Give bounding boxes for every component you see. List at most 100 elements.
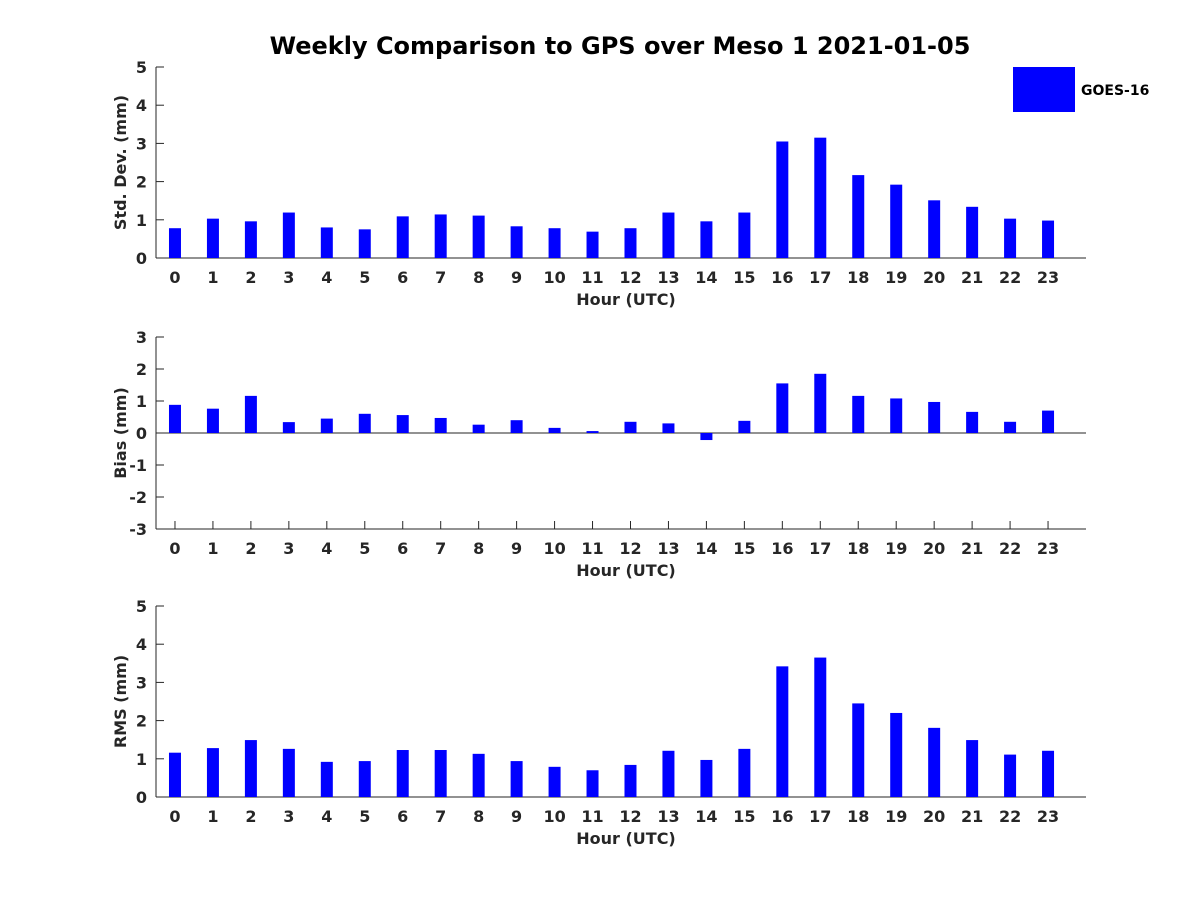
bar-rms-hour-9 [510,761,523,797]
bar-rms-hour-16 [776,666,789,797]
x-tick-label: 12 [619,807,641,826]
x-tick-label: 4 [321,807,332,826]
bar-std-hour-23 [1042,220,1055,258]
bar-std-hour-0 [168,228,181,258]
x-tick-label: 0 [169,807,180,826]
bar-std-hour-16 [776,141,789,258]
bar-bias-hour-6 [396,415,409,433]
x-tick-label: 12 [619,268,641,287]
bar-rms-hour-21 [966,740,979,797]
bar-std-hour-3 [282,212,295,258]
y-tick-label: 3 [136,673,147,692]
x-tick-label: 13 [657,268,679,287]
x-tick-label: 7 [435,268,446,287]
y-tick-label: 4 [136,635,147,654]
chart-legend: GOES-16 [1013,67,1149,112]
bar-bias-hour-20 [928,401,941,433]
x-tick-label: 23 [1037,807,1059,826]
bar-rms-hour-0 [168,752,181,797]
y-tick-label: -2 [129,488,147,507]
x-axis-label: Hour (UTC) [576,561,676,580]
y-tick-label: 3 [136,328,147,347]
bar-bias-hour-12 [624,421,637,433]
x-axis-label: Hour (UTC) [576,290,676,309]
x-tick-label: 6 [397,539,408,558]
bar-bias-hour-18 [852,395,865,433]
bar-bias-hour-11 [586,431,599,433]
legend-swatch-goes-16 [1013,67,1075,112]
x-tick-label: 1 [207,268,218,287]
x-tick-label: 22 [999,268,1021,287]
bar-std-hour-14 [700,221,713,258]
x-tick-label: 19 [885,807,907,826]
y-axis-label: RMS (mm) [111,655,130,748]
bar-std-hour-6 [396,216,409,258]
bar-rms-hour-4 [320,761,333,797]
bar-std-hour-7 [434,214,447,258]
bar-bias-hour-0 [168,404,181,433]
chart-title: Weekly Comparison to GPS over Meso 1 202… [270,32,971,60]
bar-rms-hour-11 [586,770,599,797]
y-tick-label: -1 [129,456,147,475]
x-tick-label: 0 [169,268,180,287]
x-tick-label: 15 [733,539,755,558]
x-tick-label: 19 [885,539,907,558]
x-tick-label: 3 [283,268,294,287]
x-tick-label: 4 [321,539,332,558]
x-tick-label: 17 [809,268,831,287]
bar-rms-hour-5 [358,761,371,797]
y-tick-label: 1 [136,392,147,411]
bar-bias-hour-16 [776,383,789,433]
bar-bias-hour-3 [282,422,295,433]
x-tick-label: 9 [511,539,522,558]
x-tick-label: 1 [207,539,218,558]
bar-std-hour-11 [586,231,599,258]
x-tick-label: 23 [1037,539,1059,558]
x-tick-label: 9 [511,268,522,287]
y-axis-label: Bias (mm) [111,387,130,479]
x-tick-label: 15 [733,807,755,826]
x-tick-label: 16 [771,539,793,558]
bar-rms-hour-15 [738,748,751,797]
x-tick-label: 23 [1037,268,1059,287]
y-tick-label: 2 [136,173,147,192]
x-tick-label: 6 [397,268,408,287]
bar-std-hour-9 [510,226,523,258]
bar-bias-hour-1 [206,408,219,433]
x-tick-label: 20 [923,268,945,287]
bar-bias-hour-10 [548,427,561,433]
y-tick-label: 0 [136,249,147,268]
bar-std-hour-12 [624,228,637,258]
x-tick-label: 15 [733,268,755,287]
bar-bias-hour-22 [1004,421,1017,433]
bar-bias-hour-5 [358,413,371,433]
x-tick-label: 20 [923,807,945,826]
x-tick-label: 11 [581,268,603,287]
bar-rms-hour-17 [814,657,827,797]
bar-rms-hour-3 [282,748,295,797]
bar-rms-hour-2 [244,740,257,797]
x-tick-label: 6 [397,807,408,826]
x-tick-label: 16 [771,268,793,287]
y-tick-label: 3 [136,134,147,153]
x-tick-label: 19 [885,268,907,287]
x-tick-label: 0 [169,539,180,558]
bar-std-hour-13 [662,212,675,258]
x-tick-label: 22 [999,807,1021,826]
bar-rms-hour-19 [890,712,903,797]
x-tick-label: 9 [511,807,522,826]
bar-std-hour-15 [738,212,751,258]
bar-bias-hour-15 [738,420,751,433]
bar-bias-hour-21 [966,411,979,433]
bar-std-hour-5 [358,229,371,258]
bar-rms-hour-23 [1042,750,1055,797]
y-tick-label: 1 [136,750,147,769]
y-tick-label: 2 [136,712,147,731]
bar-std-hour-19 [890,184,903,258]
x-tick-label: 18 [847,539,869,558]
bar-bias-hour-19 [890,398,903,433]
bar-rms-hour-20 [928,727,941,797]
